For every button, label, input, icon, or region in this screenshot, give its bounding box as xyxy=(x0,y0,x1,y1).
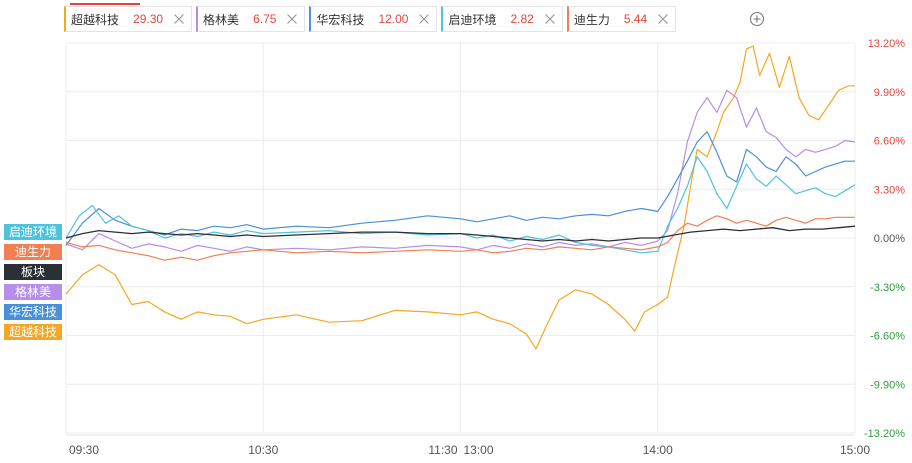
x-tick-label: 11:30 xyxy=(428,443,457,457)
y-tick-label: -13.20% xyxy=(864,428,905,440)
active-tab-indicator xyxy=(70,3,140,5)
stock-name: 华宏科技 xyxy=(316,12,365,27)
legend-item[interactable]: 迪生力 xyxy=(4,244,62,260)
stock-name: 启迪环境 xyxy=(448,12,497,27)
series-line xyxy=(65,131,855,246)
series-legend: 启迪环境 迪生力 板块 格林美 华宏科技 超越科技 xyxy=(4,224,62,344)
close-icon[interactable] xyxy=(418,13,430,25)
stock-tab[interactable]: 格林美 6.75 xyxy=(196,6,306,32)
close-icon[interactable] xyxy=(173,13,185,25)
add-stock-icon[interactable] xyxy=(749,11,765,27)
grid xyxy=(65,42,856,436)
series-line xyxy=(65,215,855,261)
y-tick-label: 3.30% xyxy=(874,184,905,196)
stock-price: 29.30 xyxy=(133,12,164,26)
series-line xyxy=(65,156,856,254)
series-line xyxy=(65,45,855,350)
y-tick-label: -3.30% xyxy=(870,282,905,294)
stock-price: 12.00 xyxy=(378,12,409,26)
stock-tab[interactable]: 启迪环境 2.82 xyxy=(441,6,563,32)
stock-tab[interactable]: 迪生力 5.44 xyxy=(566,6,677,32)
close-icon[interactable] xyxy=(544,13,556,25)
series-line xyxy=(65,89,856,252)
x-axis-ticks: 09:30 10:30 11:30 13:00 14:00 15:00 xyxy=(69,443,870,457)
stock-name: 迪生力 xyxy=(573,12,610,27)
stock-price: 5.44 xyxy=(623,12,648,26)
x-tick-label: 13:00 xyxy=(464,443,494,457)
legend-item[interactable]: 启迪环境 xyxy=(4,224,62,240)
y-tick-label: 13.20% xyxy=(868,38,906,50)
stock-tabs: 超越科技 29.30 格林美 6.75 华宏科技 12.00 启迪环境 2.82… xyxy=(64,3,680,32)
series-lines xyxy=(65,45,856,350)
y-tick-label: 0.00% xyxy=(874,233,905,245)
x-tick-label: 14:00 xyxy=(643,443,673,457)
stock-tab[interactable]: 超越科技 29.30 xyxy=(64,3,193,32)
stock-name: 超越科技 xyxy=(71,12,120,27)
close-icon[interactable] xyxy=(286,13,298,25)
stock-price: 2.82 xyxy=(510,12,534,26)
legend-item[interactable]: 板块 xyxy=(4,264,62,280)
y-tick-label: -6.60% xyxy=(870,331,905,343)
close-icon[interactable] xyxy=(657,13,669,25)
y-tick-label: -9.90% xyxy=(870,379,905,391)
stock-name: 格林美 xyxy=(203,12,240,27)
x-tick-label: 15:00 xyxy=(840,443,870,457)
y-tick-label: 9.90% xyxy=(874,87,905,99)
series-line xyxy=(65,225,856,242)
y-axis-ticks: 13.20% 9.90% 6.60% 3.30% 0.00% -3.30% -6.60% -9… xyxy=(864,38,905,440)
legend-item[interactable]: 格林美 xyxy=(4,284,62,300)
legend-item[interactable]: 超越科技 xyxy=(4,324,62,340)
x-tick-label: 10:30 xyxy=(248,443,278,457)
legend-item[interactable]: 华宏科技 xyxy=(4,304,62,320)
stock-price: 6.75 xyxy=(253,12,277,26)
stock-tab[interactable]: 华宏科技 12.00 xyxy=(309,6,438,32)
x-tick-label: 09:30 xyxy=(69,443,99,457)
y-tick-label: 6.60% xyxy=(874,136,905,148)
